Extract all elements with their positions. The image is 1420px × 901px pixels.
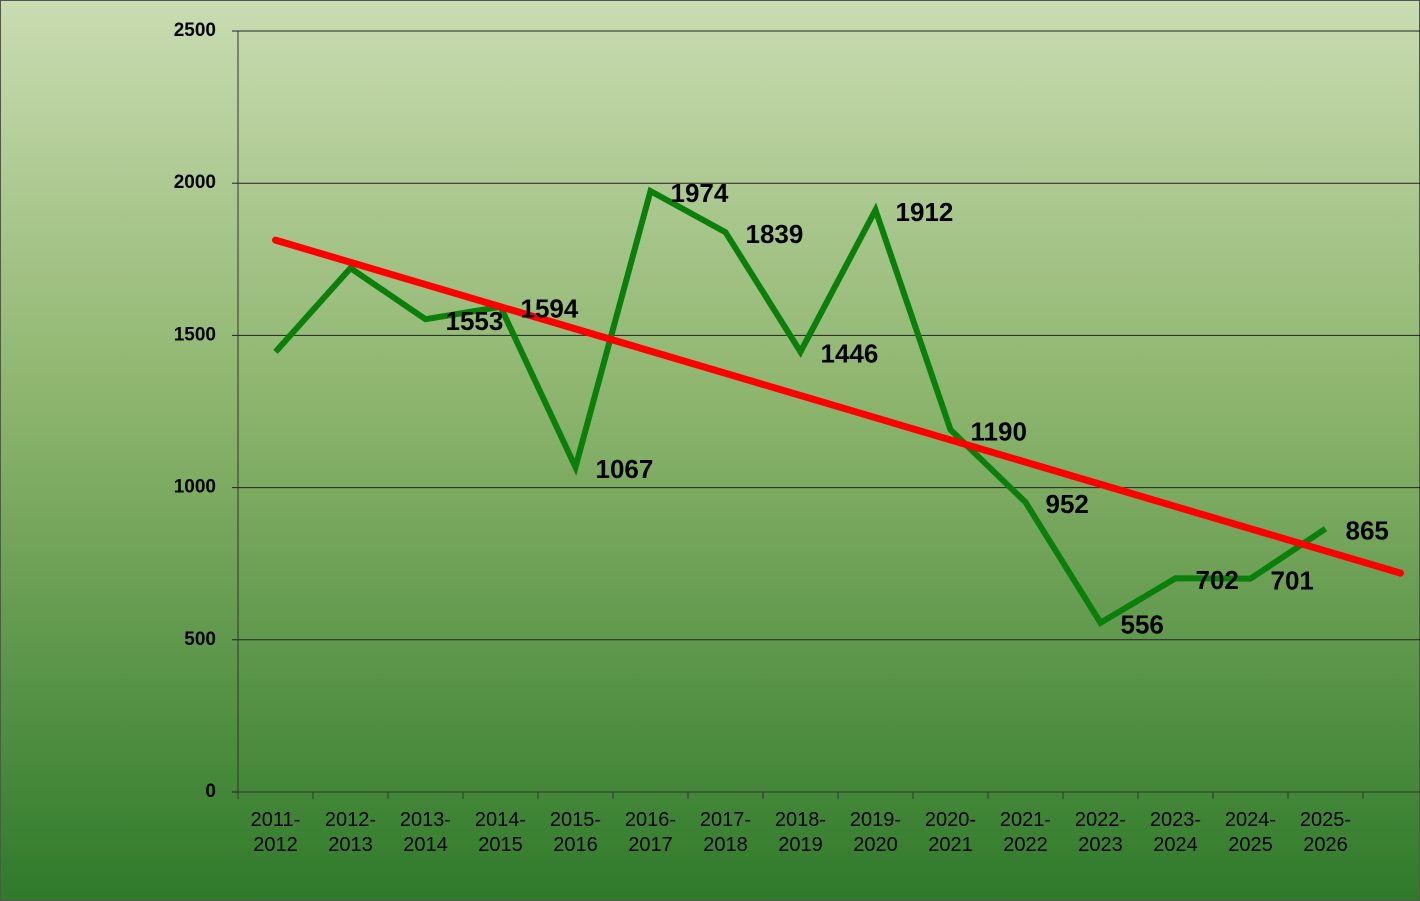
x-tick-label: 2014-2015 — [474, 809, 527, 856]
data-label: 1190 — [971, 417, 1027, 447]
data-label: 1912 — [896, 197, 954, 227]
y-tick-label: 500 — [184, 629, 216, 650]
y-tick-label: 1000 — [174, 477, 216, 498]
x-tick-label: 2011-2012 — [250, 809, 301, 856]
x-tick-label: 2017-2018 — [699, 809, 752, 856]
x-tick-label: 2021-2022 — [999, 809, 1052, 856]
x-tick-label: 2012-2013 — [324, 809, 377, 856]
x-tick-label: 2013-2014 — [399, 809, 452, 856]
data-line — [273, 186, 1328, 627]
data-label: 1594 — [521, 294, 579, 324]
x-tick-label: 2020-2021 — [924, 809, 977, 856]
trend-line — [272, 236, 1404, 577]
data-label: 1446 — [821, 339, 879, 369]
x-tick-label: 2022-2023 — [1074, 809, 1127, 856]
x-tick-label: 2023-2024 — [1149, 809, 1202, 856]
data-label: 1839 — [746, 219, 804, 249]
y-tick-label: 2500 — [174, 20, 216, 41]
data-label: 701 — [1271, 565, 1314, 595]
x-tick-label: 2015-2016 — [549, 809, 602, 856]
data-label: 1974 — [671, 178, 729, 208]
x-tick-label: 2024-2025 — [1224, 809, 1277, 856]
data-label: 1553 — [446, 306, 504, 336]
y-tick-label: 0 — [205, 781, 216, 802]
data-label: 865 — [1346, 516, 1389, 546]
y-tick-label: 1500 — [174, 324, 216, 345]
x-tick-label: 2025-2026 — [1299, 809, 1352, 856]
data-label: 952 — [1046, 489, 1089, 519]
data-label: 702 — [1196, 565, 1239, 595]
x-tick-label: 2018-2019 — [774, 809, 827, 856]
x-tick-label: 2016-2017 — [624, 809, 677, 856]
x-tick-label: 2019-2020 — [849, 809, 902, 856]
data-label: 556 — [1121, 610, 1164, 640]
y-tick-label: 2000 — [174, 172, 216, 193]
data-label: 1067 — [596, 454, 654, 484]
